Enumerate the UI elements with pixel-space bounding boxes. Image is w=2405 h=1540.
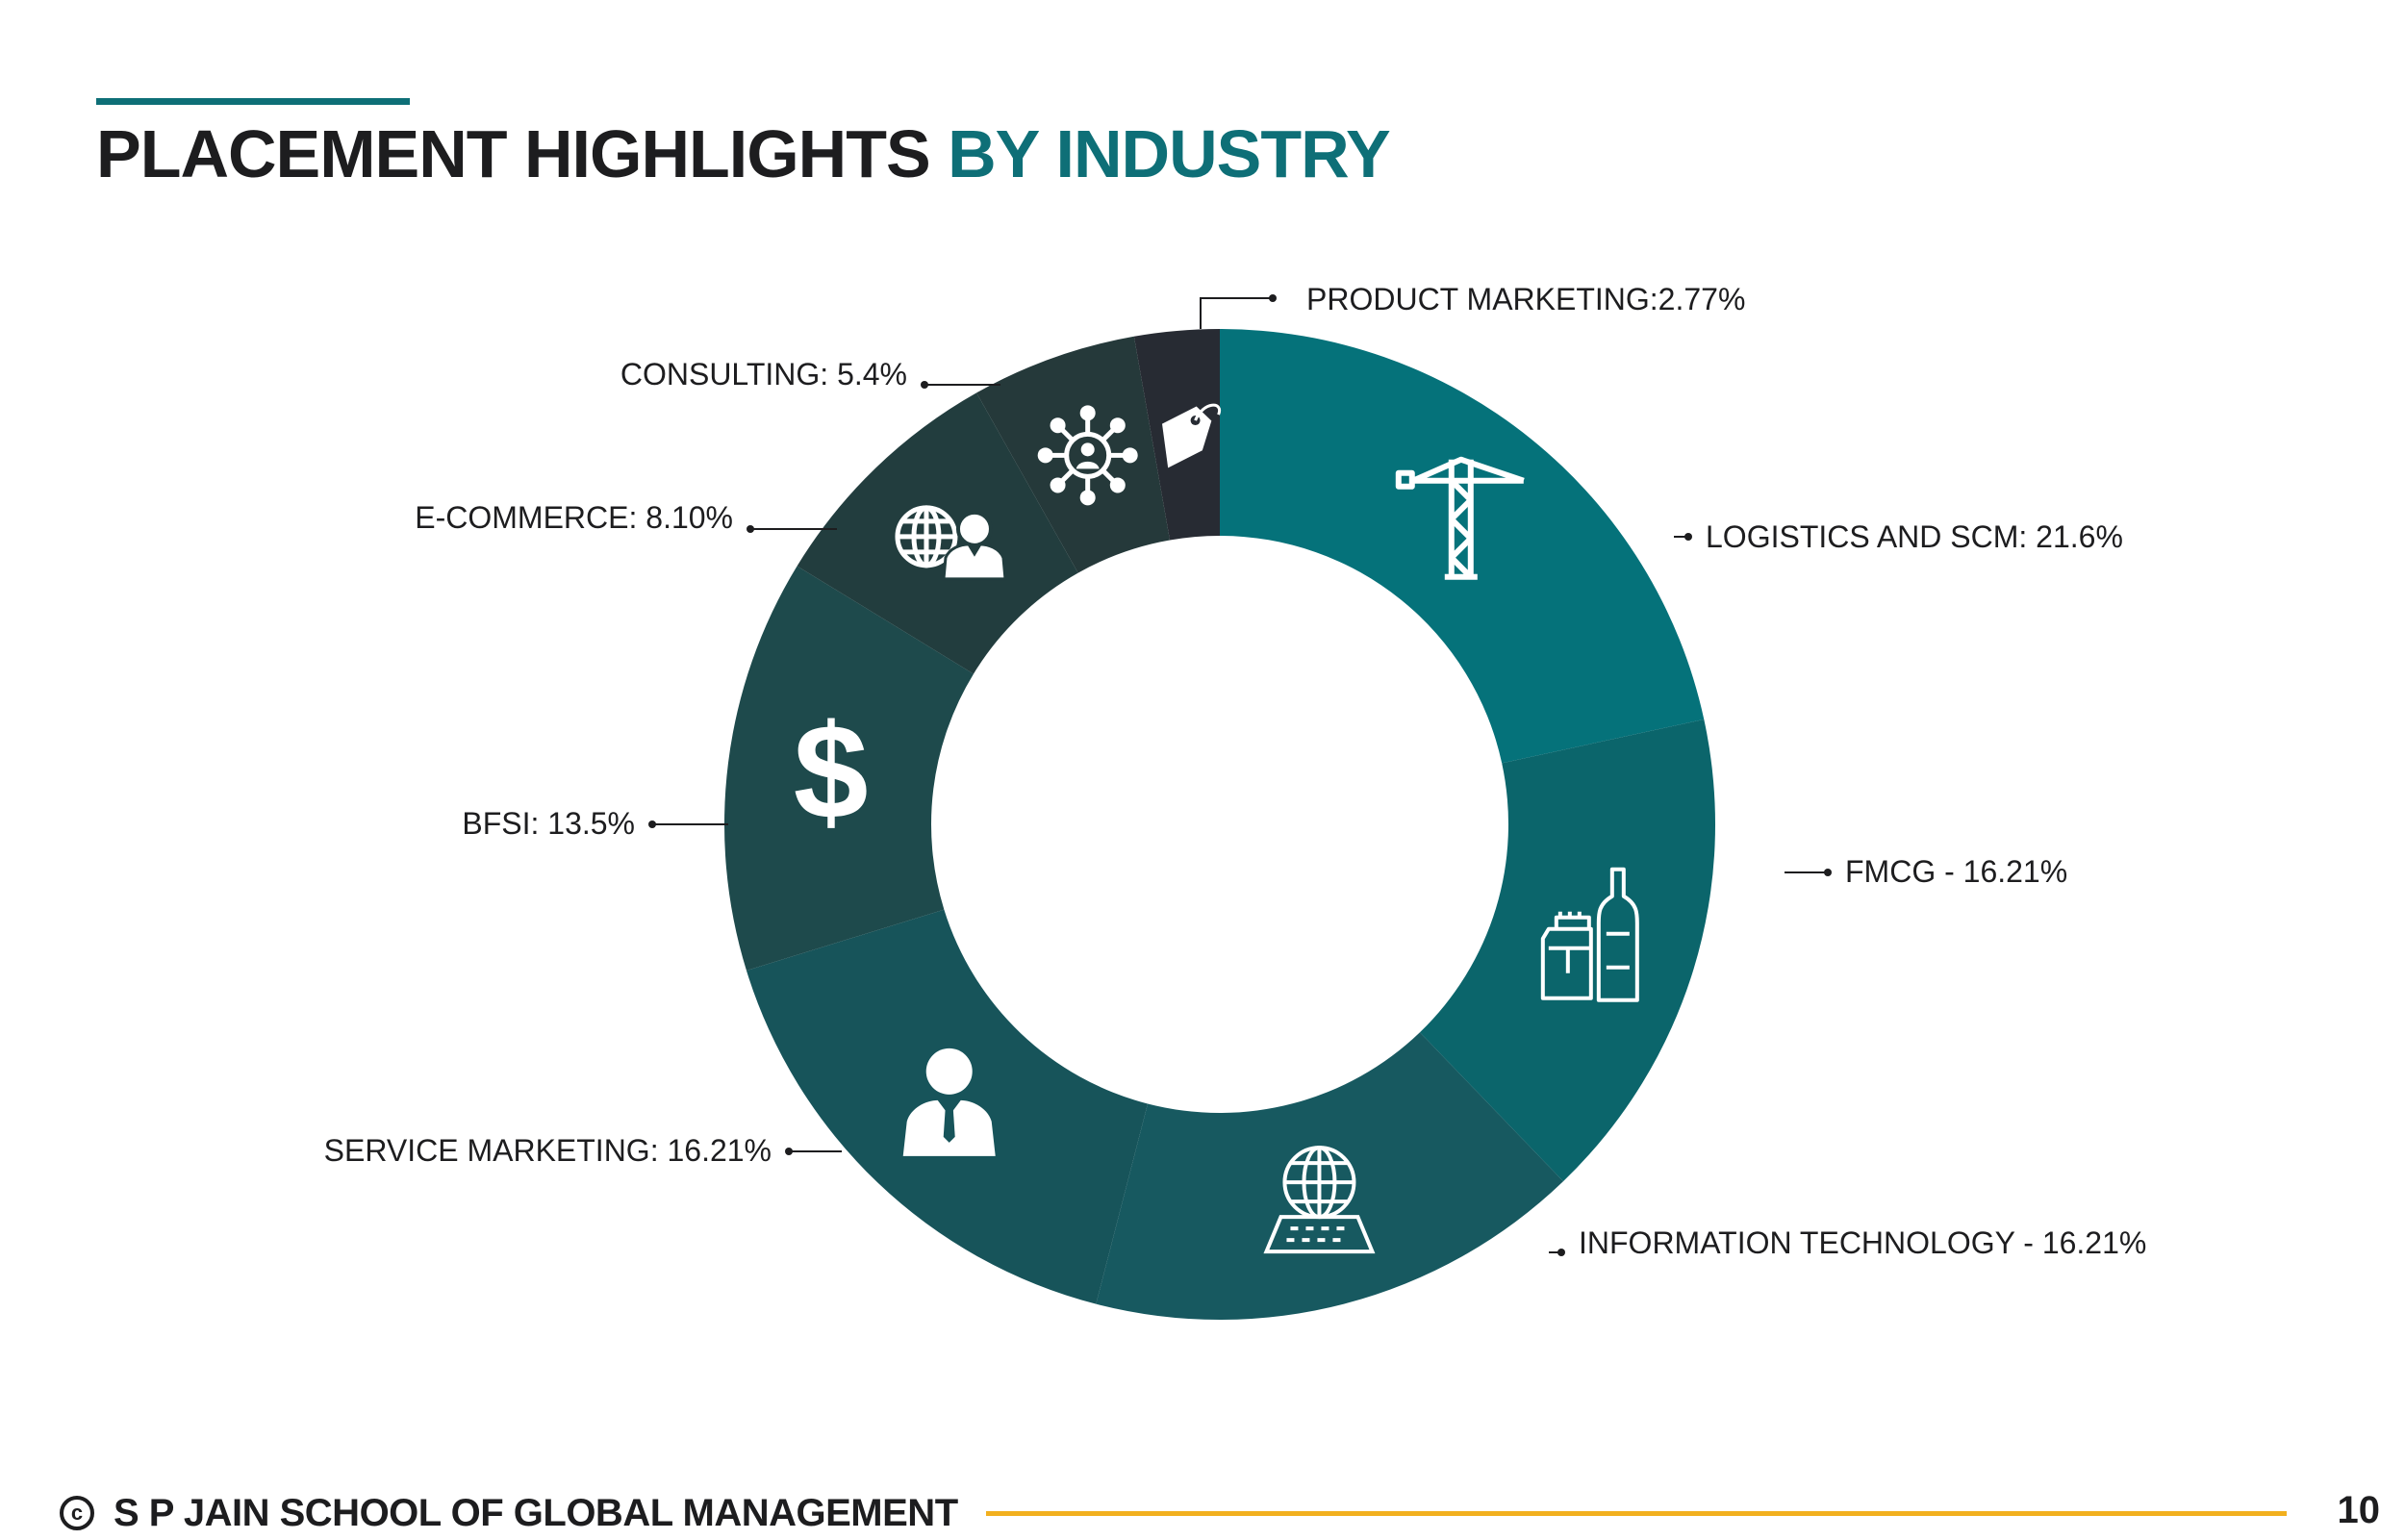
label-leader-line xyxy=(785,1148,842,1155)
slice-label-grocery-bottle: FMCG - 16.21% xyxy=(1845,854,2067,889)
businessman-icon xyxy=(902,1048,996,1156)
page-title: PLACEMENT HIGHLIGHTS BY INDUSTRY xyxy=(96,115,1391,192)
network-people-icon xyxy=(1037,405,1138,506)
donut-slice-network-people xyxy=(976,336,1171,573)
label-leader-line xyxy=(648,820,728,828)
label-leader-line xyxy=(1200,294,1277,329)
dollar-icon: $ xyxy=(794,695,869,846)
slice-label-globe-person: E-COMMERCE: 8.10% xyxy=(415,500,733,535)
industry-donut-chart: LOGISTICS AND SCM: 21.6% FMCG - 16.21% INF… xyxy=(324,282,2146,1320)
price-tag-icon xyxy=(1162,403,1222,468)
label-leader-line xyxy=(747,525,837,533)
footer-rule xyxy=(986,1511,2287,1516)
slice-label-dollar: BFSI: 13.5% xyxy=(462,806,635,841)
label-leader-line xyxy=(1549,1249,1565,1256)
donut-slice-dollar xyxy=(724,566,975,972)
slice-label-laptop-globe: INFORMATION TECHNOLOGY - 16.21% xyxy=(1579,1225,2146,1260)
grocery-bottle-icon xyxy=(1540,867,1639,1002)
copyright-icon: c xyxy=(60,1496,94,1530)
title-accent-rule xyxy=(96,98,410,105)
slice-label-price-tag: PRODUCT MARKETING:2.77% xyxy=(1306,282,1745,316)
title-accent: BY INDUSTRY xyxy=(948,116,1391,191)
title-main: PLACEMENT HIGHLIGHTS xyxy=(96,116,931,191)
crane-icon xyxy=(1395,456,1525,580)
slice-label-network-people: CONSULTING: 5.4% xyxy=(620,357,907,391)
footer-school-name: S P JAIN SCHOOL OF GLOBAL MANAGEMENT xyxy=(114,1491,958,1534)
footer: c S P JAIN SCHOOL OF GLOBAL MANAGEMENT xyxy=(60,1486,958,1540)
donut-slice-businessman xyxy=(746,909,1149,1304)
page-number: 10 xyxy=(2337,1489,2381,1531)
label-leader-line xyxy=(921,381,1000,389)
slice-label-businessman: SERVICE MARKETING: 16.21% xyxy=(324,1133,772,1168)
svg-text:$: $ xyxy=(794,695,869,846)
donut-slice-laptop-globe xyxy=(1096,1032,1563,1320)
slice-label-crane: LOGISTICS AND SCM: 21.6% xyxy=(1706,519,2123,554)
label-leader-line xyxy=(1674,533,1692,541)
label-leader-line xyxy=(1785,869,1832,876)
globe-person-icon xyxy=(895,505,1007,581)
laptop-globe-icon xyxy=(1263,1146,1376,1254)
